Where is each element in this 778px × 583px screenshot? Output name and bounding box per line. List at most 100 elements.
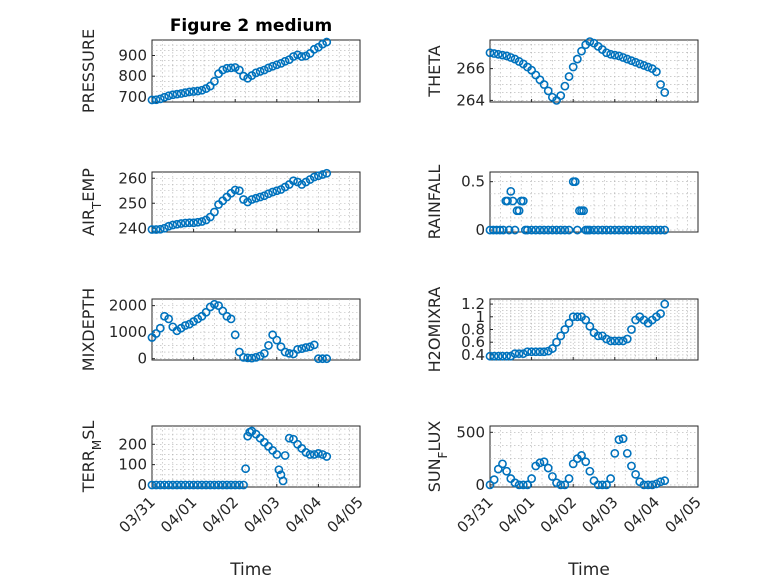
data-point: [280, 451, 290, 460]
data-point: [552, 225, 561, 235]
data-point: [543, 225, 553, 235]
data-point: [543, 463, 553, 473]
data-point: [543, 86, 553, 96]
data-point: [318, 170, 327, 179]
data-point: [255, 192, 265, 202]
data-point: [193, 86, 203, 96]
data-point: [284, 348, 294, 358]
data-point: [552, 337, 561, 347]
data-point: [189, 87, 198, 96]
data-point: [239, 71, 248, 81]
data-point: [523, 480, 532, 490]
data-point: [485, 351, 495, 361]
data-point: [239, 480, 248, 490]
data-point: [493, 351, 503, 361]
data-point: [485, 480, 495, 490]
data-point: [160, 92, 169, 102]
data-point: [548, 225, 557, 235]
data-point: [643, 62, 653, 72]
data-point: [222, 480, 232, 490]
y-tick-label: 0.4: [461, 346, 485, 364]
y-tick-label: 240: [118, 219, 147, 237]
data-point: [652, 479, 661, 489]
data-point: [660, 476, 670, 486]
data-point: [185, 87, 194, 97]
data-point: [264, 63, 273, 73]
data-point: [635, 59, 645, 69]
data-point: [309, 340, 319, 350]
data-point: [226, 314, 236, 324]
data-point: [627, 461, 636, 471]
y-axis-label: MIXDEPTH: [79, 288, 98, 371]
data-point: [289, 434, 298, 444]
data-point: [627, 56, 636, 66]
data-point: [577, 451, 586, 460]
data-point: [614, 435, 624, 445]
data-point: [218, 65, 228, 75]
data-point: [214, 480, 223, 490]
y-tick-label: 200: [118, 435, 147, 453]
data-point: [251, 352, 261, 362]
data-point: [241, 464, 250, 474]
data-point: [218, 480, 228, 490]
y-tick-label: 1: [475, 308, 485, 326]
data-point: [193, 480, 203, 490]
data-point: [570, 177, 580, 187]
data-point: [264, 189, 273, 199]
data-point: [164, 480, 174, 490]
data-point: [535, 347, 545, 357]
subplot-1: 700 800 900 PRESSURE: [79, 29, 361, 113]
data-point: [268, 187, 278, 197]
y-tick-label: 900: [118, 47, 147, 65]
data-point: [189, 218, 198, 228]
data-point: [643, 480, 653, 490]
data-point: [164, 221, 174, 231]
data-point: [514, 206, 524, 216]
data-point: [572, 312, 582, 322]
data-point: [622, 334, 632, 344]
data-point: [660, 299, 670, 309]
y-axis-label: TERRMSL: [79, 421, 104, 494]
data-point: [518, 196, 528, 206]
data-point: [610, 50, 620, 60]
data-point: [151, 225, 161, 234]
data-point: [504, 225, 514, 235]
data-point: [176, 219, 186, 228]
x-tick-label: 04/03: [578, 493, 621, 536]
y-tick-label: 1000: [109, 323, 147, 341]
data-point: [531, 225, 541, 235]
data-point: [305, 342, 315, 352]
data-point: [218, 306, 228, 316]
data-point: [656, 80, 665, 89]
data-point: [548, 472, 557, 481]
data-point: [560, 480, 570, 490]
data-point: [610, 336, 620, 346]
data-point: [493, 49, 503, 59]
x-axis-label: Time: [567, 560, 610, 580]
data-point: [556, 91, 566, 101]
data-point: [151, 95, 161, 105]
data-point: [518, 349, 528, 359]
data-point: [527, 225, 536, 235]
data-point: [234, 480, 244, 490]
data-point: [243, 353, 253, 363]
data-point: [164, 314, 174, 324]
data-point: [222, 63, 232, 73]
y-axis-label: H2OMIXRA: [425, 287, 444, 373]
data-point: [313, 354, 323, 364]
data-point: [606, 225, 616, 235]
data-point: [301, 448, 311, 457]
data-point: [209, 207, 219, 217]
data-point: [297, 344, 307, 353]
data-point: [539, 457, 549, 467]
data-point: [606, 474, 616, 483]
data-point: [322, 168, 332, 178]
figure-title: Figure 2 medium: [170, 16, 332, 36]
y-axis-label: PRESSURE: [79, 29, 98, 113]
data-point: [597, 480, 607, 490]
data-point: [572, 54, 582, 64]
data-point: [564, 318, 574, 328]
data-point: [234, 65, 244, 75]
data-point: [309, 44, 319, 54]
data-point: [639, 225, 649, 235]
